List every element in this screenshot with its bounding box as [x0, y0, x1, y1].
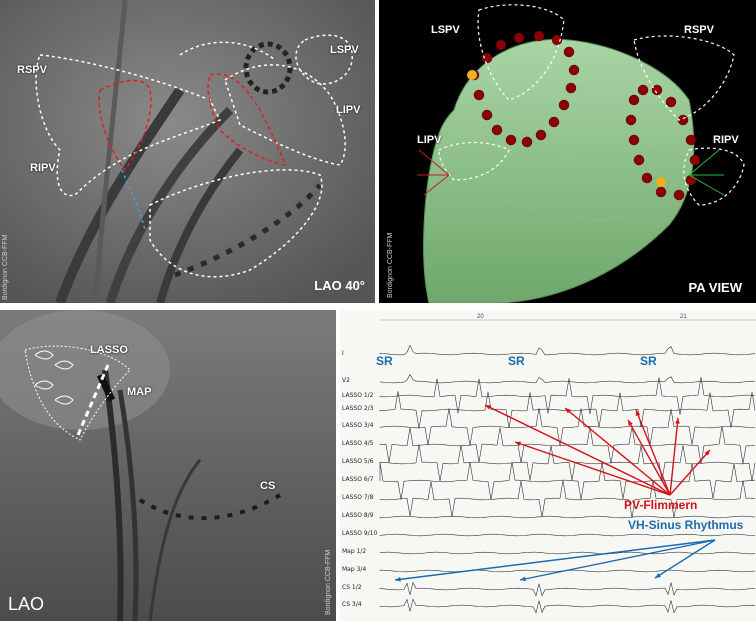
map-rspv-label: RSPV: [684, 24, 714, 36]
electrogram-traces: [379, 319, 756, 614]
vh-sinus-rhythm-annotation: VH-Sinus Rhythmus: [628, 518, 744, 532]
electrogram-trace: [379, 533, 756, 537]
pv-fibrillation-annotation: PV-Flimmern: [624, 498, 698, 512]
channel-label: LASSO 1/2: [342, 392, 374, 399]
credit-text: Bordignon CCB-FFM: [2, 234, 9, 300]
pv-arrow-head: [515, 441, 521, 446]
time-tick-20: 20: [477, 314, 484, 320]
electrogram-trace: [379, 480, 756, 518]
map-lipv-label: LIPV: [417, 134, 442, 146]
fluoroscopy-lao40-panel: LSPV RSPV LIPV RIPV Bordignon CCB-FFM LA…: [0, 0, 375, 303]
map-catheter-label: MAP: [127, 386, 152, 398]
rhythm-label: SR: [376, 354, 393, 368]
lspv-label: LSPV: [330, 44, 359, 56]
vh-arrow-head: [520, 576, 526, 582]
channel-label: V2: [342, 377, 350, 384]
pv-arrow-head: [485, 405, 491, 410]
la-3d-map-image: [379, 0, 756, 303]
lao-credit-text: Bordignon CCB-FFM: [325, 549, 332, 615]
electrogram-trace: [379, 408, 756, 446]
channel-label: LASSO 5/6: [342, 458, 374, 465]
map-credit-text: Bordignon CCB-FFM: [387, 232, 394, 298]
channel-label: LASSO 8/9: [342, 512, 374, 519]
pv-arrow: [669, 449, 711, 496]
pv-arrow-head: [675, 418, 680, 424]
electrogram-trace: [379, 515, 756, 519]
electrogram-trace: [379, 462, 756, 500]
channel-label: LASSO 6/7: [342, 476, 374, 483]
vh-arrow-head: [395, 576, 401, 582]
channel-label: LASSO 9/10: [342, 530, 378, 537]
rhythm-label: SR: [508, 354, 525, 368]
vh-arrow: [519, 539, 716, 581]
map-view-label: PA VIEW: [680, 276, 750, 299]
fluoroscopy-lao-panel: LASSO MAP CS Bordignon CCB-FFM LAO: [0, 310, 336, 621]
electrogram-trace: [379, 551, 756, 555]
vh-arrow: [654, 539, 716, 579]
channel-label: LASSO 3/4: [342, 422, 374, 429]
pv-arrow: [514, 441, 671, 496]
pv-arrow: [627, 419, 671, 496]
channel-label: I: [342, 350, 344, 357]
pv-arrow: [564, 407, 671, 496]
channel-label: Map 1/2: [342, 548, 367, 555]
lipv-label: LIPV: [336, 104, 361, 116]
pv-arrow: [669, 417, 679, 496]
pv-arrow: [484, 404, 671, 496]
fluoroscopy-lao-image: [0, 310, 336, 621]
channel-label: CS 3/4: [342, 601, 362, 608]
lasso-label: LASSO: [90, 344, 128, 356]
ripv-label: RIPV: [30, 162, 56, 174]
pv-arrow-head: [628, 420, 633, 426]
pv-arrow-head: [635, 410, 641, 416]
channel-label: LASSO 4/5: [342, 440, 374, 447]
pv-arrow: [635, 409, 671, 496]
electrogram-trace: [379, 391, 756, 429]
rhythm-label: SR: [640, 354, 657, 368]
view-label: LAO 40°: [314, 278, 365, 293]
pv-arrow-head: [565, 408, 571, 414]
map-ripv-label: RIPV: [713, 134, 739, 146]
lspv-ablation-ring: [468, 30, 580, 148]
time-tick-21: 21: [680, 314, 687, 320]
channel-label: LASSO 7/8: [342, 494, 374, 501]
rspv-label: RSPV: [17, 64, 47, 76]
electrogram-trace: [379, 377, 756, 415]
electrogram-trace: [379, 598, 756, 614]
map-lspv-label: LSPV: [431, 24, 460, 36]
electrogram-trace: [379, 373, 756, 384]
right-pv-ablation-ring: [625, 84, 701, 201]
channel-label: Map 3/4: [342, 566, 367, 573]
electrogram-panel: 20 21 I V2 LASSO 1/2 LASSO 2/3 LASSO 3/4…: [340, 310, 756, 621]
vh-arrow-head: [655, 573, 661, 578]
channel-label: LASSO 2/3: [342, 405, 374, 412]
vh-arrow: [394, 539, 716, 581]
cs-label: CS: [260, 480, 276, 492]
lao-view-label: LAO: [8, 594, 45, 614]
electrogram-trace: [379, 344, 756, 356]
channel-label: CS 1/2: [342, 584, 362, 591]
electroanatomic-map-panel: LSPV RSPV LIPV RIPV Bordignon CCB-FFM PA…: [379, 0, 756, 303]
fluoroscopy-lao40-image: [0, 0, 375, 303]
pv-arrow-head: [704, 450, 710, 456]
electrogram-trace: [379, 581, 756, 597]
